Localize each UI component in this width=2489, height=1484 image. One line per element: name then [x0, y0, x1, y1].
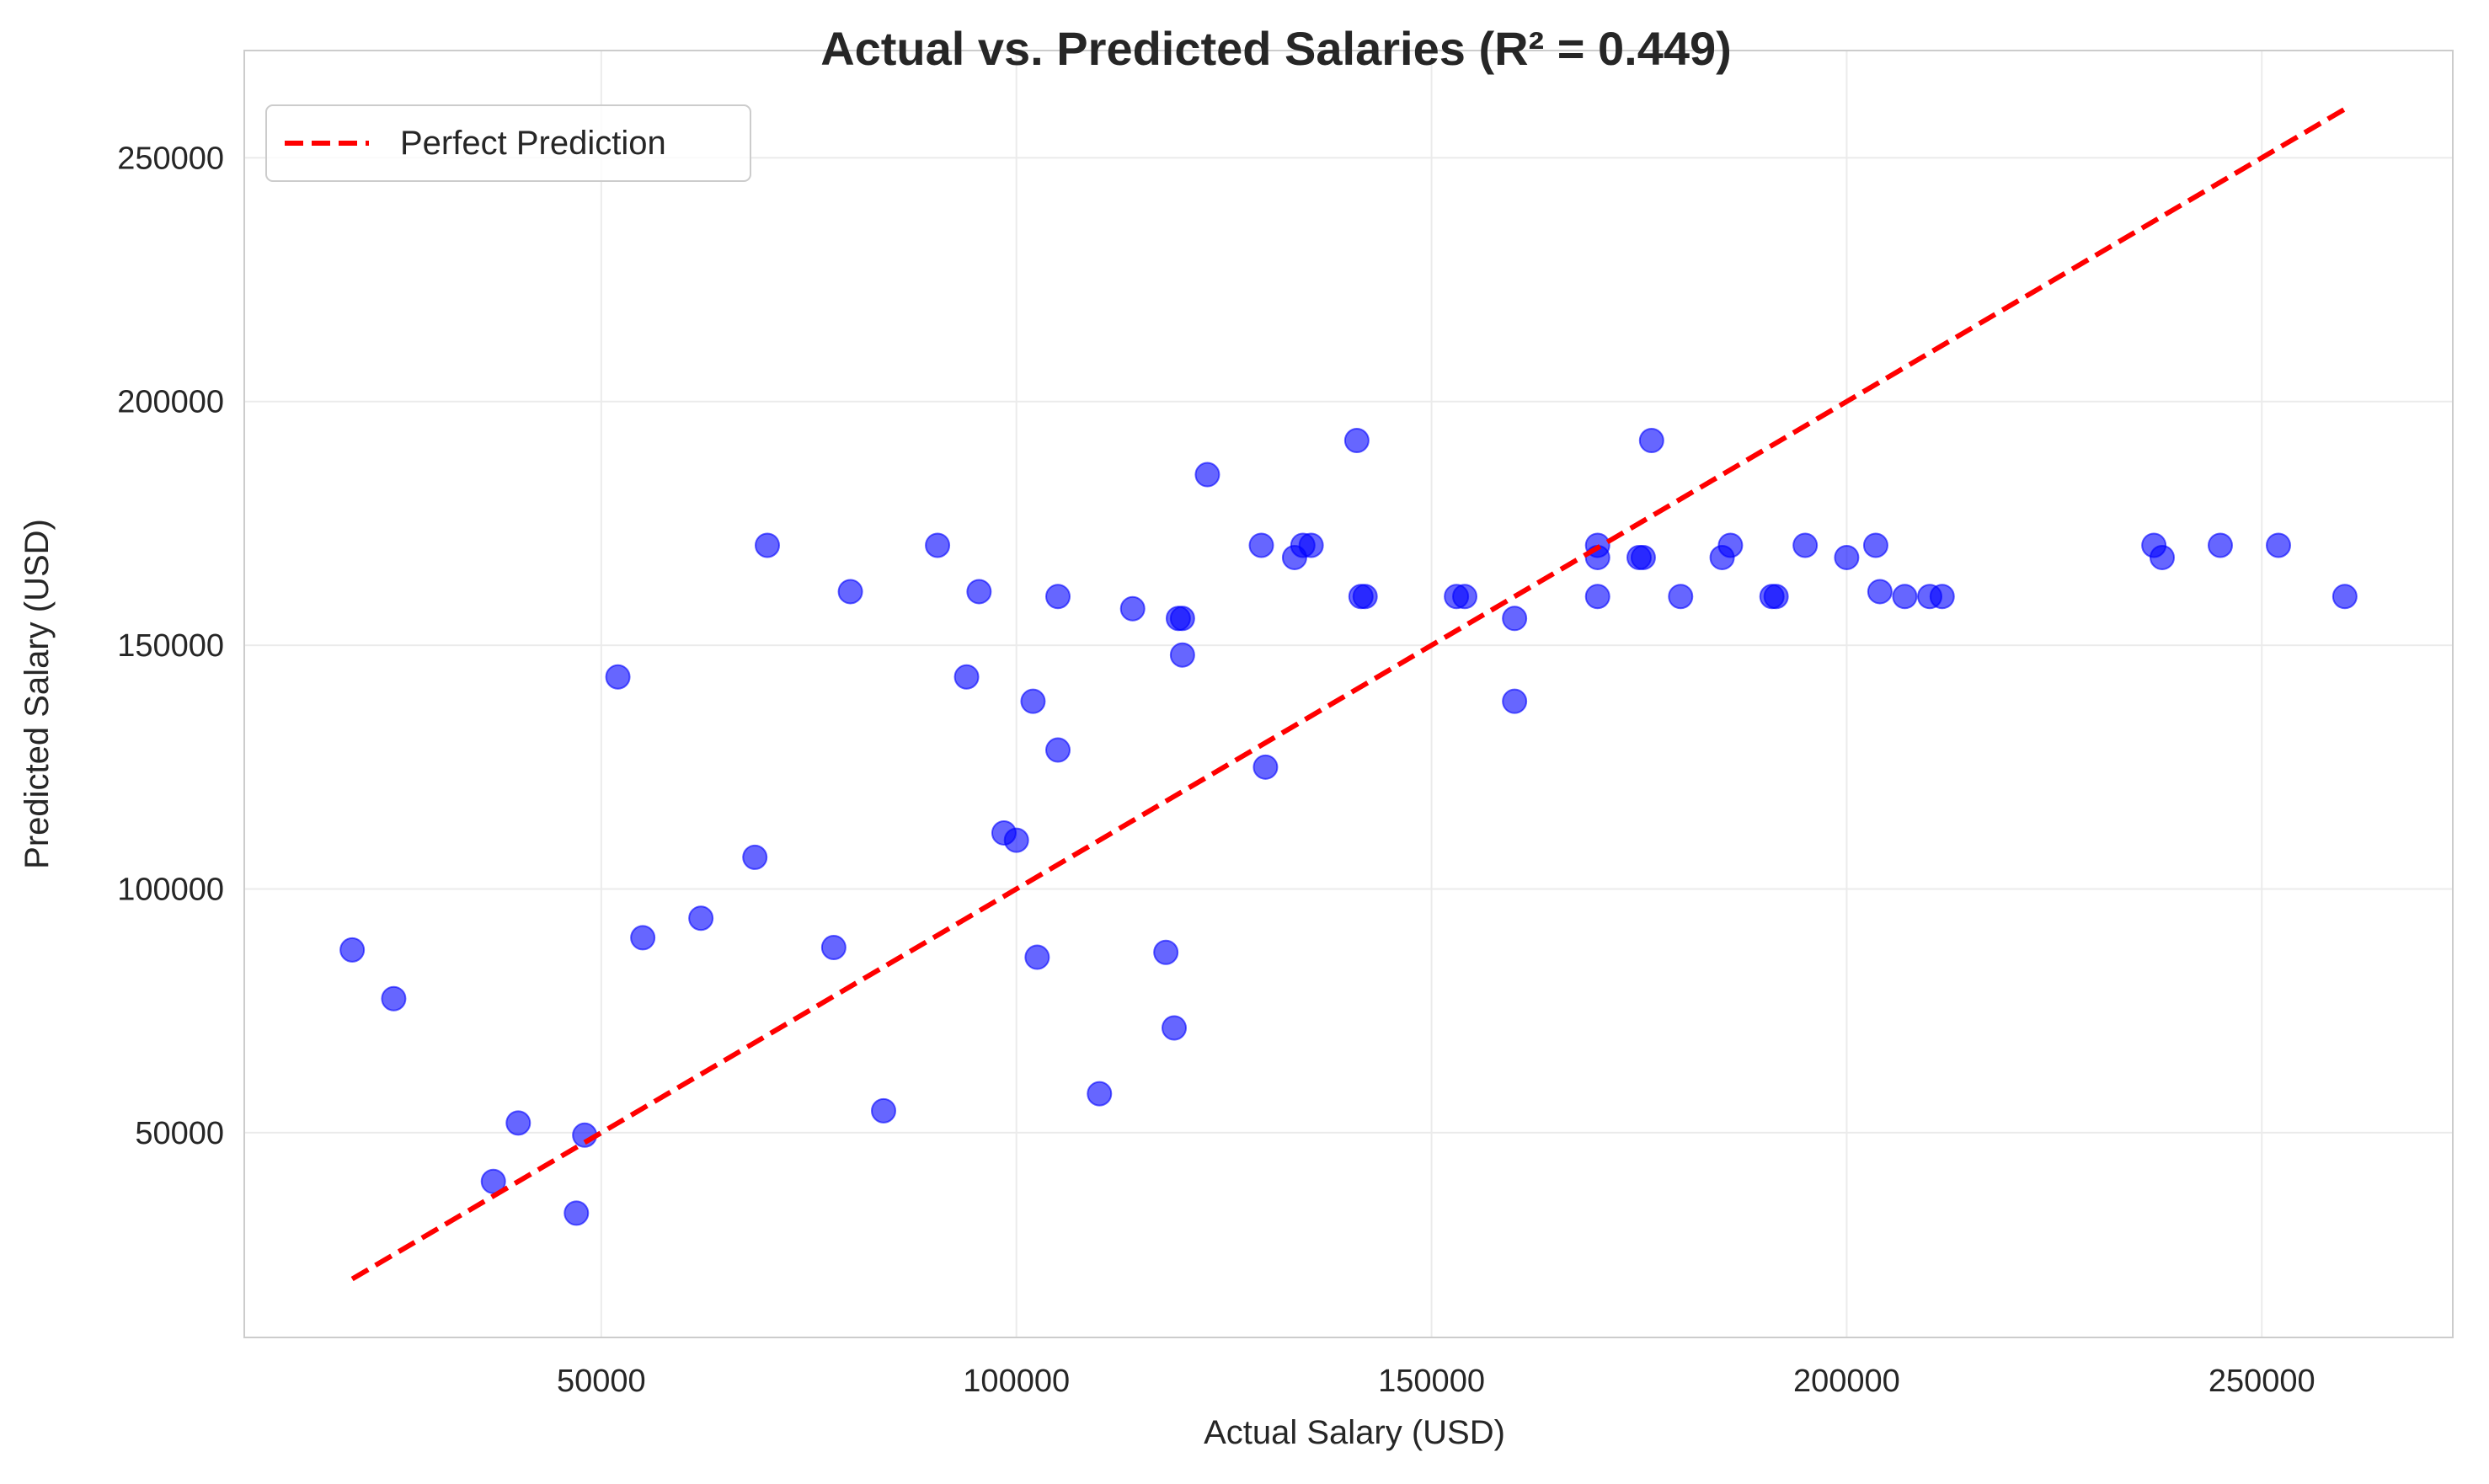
x-tick-label: 200000 [1793, 1364, 1900, 1399]
x-tick-label: 250000 [2209, 1364, 2315, 1399]
legend-box [265, 104, 751, 182]
scatter-point [1502, 688, 1528, 714]
x-tick-label: 50000 [557, 1364, 646, 1399]
scatter-point [1929, 584, 1955, 610]
scatter-point [563, 1200, 590, 1226]
scatter-point [1452, 584, 1477, 610]
scatter-point [1045, 737, 1071, 763]
scatter-point [1862, 532, 1888, 558]
x-tick-label: 150000 [1378, 1364, 1485, 1399]
scatter-point [1668, 584, 1694, 610]
scatter-point [1003, 827, 1029, 853]
scatter-point [1502, 606, 1528, 632]
scatter-point [742, 844, 768, 870]
scatter-point [688, 905, 714, 932]
scatter-point [837, 579, 863, 605]
scatter-point [630, 925, 656, 951]
y-tick-label: 100000 [117, 873, 224, 908]
scatter-point [1763, 584, 1789, 610]
scatter-point [820, 934, 847, 960]
scatter-point [1352, 584, 1378, 610]
y-tick-label: 200000 [117, 385, 224, 420]
y-tick-label: 50000 [135, 1116, 224, 1151]
scatter-point [2266, 532, 2291, 558]
y-tick-label: 150000 [117, 628, 224, 664]
scatter-point [1194, 462, 1220, 488]
scatter-point [755, 532, 780, 558]
chart-title: Actual vs. Predicted Salaries (R² = 0.44… [820, 22, 1732, 75]
scatter-point [1153, 939, 1179, 965]
grid-lines [244, 51, 2453, 1337]
scatter-point [605, 664, 631, 690]
scatter-points [339, 428, 2358, 1226]
scatter-point [1298, 532, 1324, 558]
scatter-point [1638, 428, 1664, 454]
legend: Perfect Prediction [265, 104, 751, 182]
scatter-point [1630, 544, 1656, 570]
perfect-prediction-line [350, 106, 2347, 1282]
scatter-point [925, 532, 951, 558]
scatter-point [966, 579, 992, 605]
scatter-point [1169, 642, 1195, 668]
scatter-point [1248, 532, 1274, 558]
scatter-point [505, 1110, 531, 1136]
x-axis-label: Actual Salary (USD) [1204, 1414, 1505, 1451]
scatter-point [1253, 754, 1279, 780]
tick-labels: 50000 100000 150000 200000 250000 50000 100000… [117, 141, 2315, 1399]
plot-frame [243, 50, 2454, 1338]
y-axis-label: Predicted Salary (USD) [19, 519, 56, 869]
scatter-point [1119, 595, 1146, 622]
reference-line [350, 106, 2347, 1282]
scatter-point [1045, 584, 1071, 610]
scatter-point [1162, 1015, 1187, 1041]
scatter-point [1834, 544, 1860, 570]
scatter-point [2208, 532, 2233, 558]
legend-entry-perfect-prediction: Perfect Prediction [400, 125, 666, 162]
scatter-point [2331, 584, 2358, 610]
scatter-point [1792, 532, 1819, 558]
scatter-point [1343, 428, 1370, 454]
scatter-point [1892, 584, 1918, 610]
scatter-point [1020, 688, 1046, 714]
scatter-point [339, 937, 366, 963]
y-tick-label: 250000 [117, 141, 224, 176]
scatter-point [953, 664, 980, 690]
scatter-point [1867, 579, 1893, 605]
scatter-point [1717, 532, 1744, 558]
scatter-point [1169, 606, 1195, 632]
scatter-point [871, 1097, 896, 1124]
x-tick-label: 100000 [963, 1364, 1070, 1399]
scatter-point [1087, 1081, 1113, 1107]
scatter-point [2150, 544, 2175, 570]
scatter-point [1024, 944, 1050, 970]
scatter-point [381, 985, 407, 1012]
scatter-point [1584, 584, 1610, 610]
